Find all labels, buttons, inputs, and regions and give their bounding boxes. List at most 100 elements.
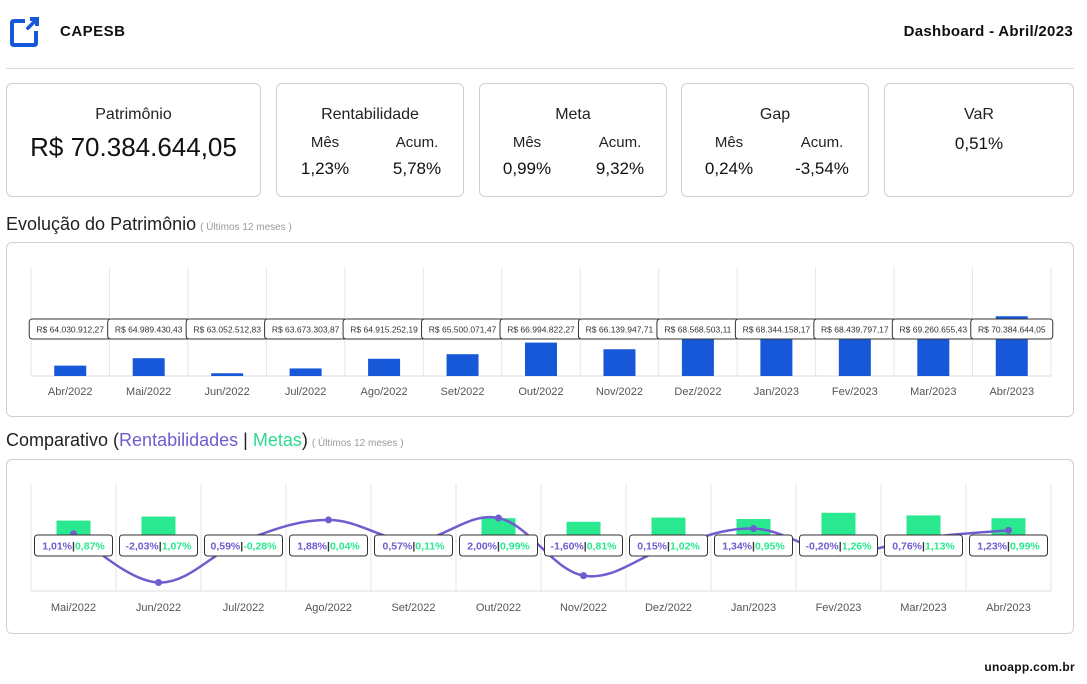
bar-patrimonio[interactable]: [446, 354, 479, 376]
point-rentabilidade[interactable]: [1005, 526, 1012, 534]
bar-patrimonio[interactable]: [525, 342, 557, 376]
data-label-text: 1,88%|0,04%: [297, 541, 360, 553]
x-tick-label: Fev/2023: [832, 386, 878, 398]
bar-meta[interactable]: [56, 520, 91, 538]
rentabilidade-title: Rentabilidade: [321, 106, 419, 123]
meta-acum-value: 9,32%: [595, 159, 645, 178]
label-meta: 0,04%: [330, 541, 360, 553]
data-label-comparativo: -0,20%|1,26%: [799, 534, 878, 557]
square-logo-icon[interactable]: [6, 14, 42, 50]
label-rent: -0,20%: [805, 541, 839, 553]
x-tick-label: Ago/2022: [361, 386, 408, 398]
data-label-box: [544, 534, 623, 557]
data-label-text: R$ 66.139.947,71: [586, 325, 654, 335]
var-card: VaR 0,51%: [884, 83, 1074, 197]
gap-mes-value: 0,24%: [704, 159, 754, 178]
data-label-box: [884, 534, 963, 557]
label-meta: 0,95%: [755, 541, 785, 553]
data-label-patrimonio: R$ 70.384.644,05: [970, 318, 1054, 340]
label-sep: |: [667, 541, 670, 553]
label-meta: -0,28%: [243, 541, 277, 553]
data-label-patrimonio: R$ 66.139.947,71: [577, 318, 661, 340]
data-label-box: [374, 534, 453, 557]
point-rentabilidade[interactable]: [155, 578, 162, 586]
data-label-text: R$ 68.344.158,17: [743, 325, 811, 335]
label-rent: 1,23%: [977, 541, 1007, 553]
data-label-box: [459, 534, 538, 557]
x-tick-label: Mar/2023: [910, 386, 956, 398]
x-tick-label: Ago/2022: [305, 602, 352, 614]
bar-patrimonio[interactable]: [368, 358, 401, 376]
label-meta: 1,26%: [842, 541, 872, 553]
label-rent: 1,88%: [297, 541, 327, 553]
point-rentabilidade[interactable]: [750, 525, 757, 533]
footer-domain: unoapp.com.br: [984, 660, 1075, 674]
bar-patrimonio[interactable]: [132, 358, 165, 376]
data-label-comparativo: 0,76%|1,13%: [884, 534, 963, 557]
x-tick-label: Jul/2022: [285, 386, 327, 398]
rentabilidade-acum: Acum. 5,78%: [377, 134, 457, 179]
label-sep: |: [1007, 541, 1010, 553]
bar-meta[interactable]: [566, 521, 601, 538]
x-tick-label: Out/2022: [476, 602, 521, 614]
point-rentabilidade[interactable]: [495, 514, 502, 522]
data-label-text: R$ 65.500.071,47: [429, 325, 497, 335]
x-tick-label: Fev/2023: [816, 602, 862, 614]
x-tick-label: Abr/2023: [986, 602, 1031, 614]
bar-meta[interactable]: [821, 512, 856, 538]
bar-patrimonio[interactable]: [54, 365, 87, 376]
data-label-patrimonio: R$ 64.030.912,27: [28, 318, 112, 340]
data-label-patrimonio: R$ 68.344.158,17: [734, 318, 818, 340]
bar-meta[interactable]: [141, 516, 176, 538]
var-title: VaR: [964, 106, 994, 123]
x-tick-label: Jun/2022: [205, 386, 250, 398]
data-label-patrimonio: R$ 66.994.822,27: [499, 318, 583, 340]
label-meta: 0,11%: [415, 541, 445, 553]
bar-patrimonio[interactable]: [289, 368, 322, 376]
meta-mes: Mês 0,99%: [487, 134, 567, 179]
data-label-patrimonio: R$ 69.260.655,43: [891, 318, 975, 340]
x-tick-label: Mai/2022: [126, 386, 171, 398]
rentabilidade-mes: Mês 1,23%: [285, 134, 365, 179]
label-meta: 0,99%: [1010, 541, 1040, 553]
point-rentabilidade[interactable]: [325, 516, 332, 524]
x-tick-label: Mai/2022: [51, 602, 96, 614]
label-rent: 1,01%: [42, 541, 72, 553]
data-label-text: 1,23%|0,99%: [977, 541, 1040, 553]
bar-meta[interactable]: [906, 515, 941, 538]
data-label-text: -2,03%|1,07%: [125, 541, 192, 553]
data-label-comparativo: 2,00%|0,99%: [459, 534, 538, 557]
comparativo-title: Comparativo (: [6, 430, 120, 450]
x-tick-label: Nov/2022: [596, 386, 643, 398]
data-label-text: R$ 70.384.644,05: [978, 325, 1046, 335]
rentabilidade-mes-value: 1,23%: [300, 159, 350, 178]
data-label-box: [629, 534, 708, 557]
x-tick-label: Nov/2022: [560, 602, 607, 614]
data-label-text: 0,59%|-0,28%: [210, 541, 277, 553]
bar-meta[interactable]: [651, 517, 686, 538]
label-sep: |: [839, 541, 842, 553]
bar-patrimonio[interactable]: [211, 373, 244, 376]
bar-patrimonio[interactable]: [603, 349, 636, 376]
data-label-comparativo: 1,88%|0,04%: [289, 534, 368, 557]
x-tick-label: Dez/2022: [674, 386, 721, 398]
data-label-box: [799, 534, 878, 557]
label-meta: 1,07%: [162, 541, 192, 553]
rentabilidade-card: Rentabilidade Mês 1,23% Acum. 5,78%: [276, 83, 464, 197]
dashboard-title: Dashboard - Abril/2023: [903, 23, 1073, 40]
x-tick-label: Set/2022: [441, 386, 485, 398]
x-tick-label: Abr/2022: [48, 386, 93, 398]
data-label-box: [119, 534, 198, 557]
rentabilidade-acum-value: 5,78%: [392, 159, 442, 178]
header: CAPESB Dashboard - Abril/2023: [0, 0, 1087, 70]
data-label-comparativo: -1,60%|0,81%: [544, 534, 623, 557]
bar-meta[interactable]: [481, 518, 516, 538]
point-rentabilidade[interactable]: [580, 572, 587, 580]
evolucao-chart: R$ 64.030.912,27 Abr/2022 R$ 64.989.430,43…: [6, 242, 1074, 417]
data-label-text: -1,60%|0,81%: [550, 541, 617, 553]
label-sep: |: [584, 541, 587, 553]
label-sep: |: [240, 541, 243, 553]
data-label-text: R$ 68.439.797,17: [821, 325, 889, 335]
data-label-text: -0,20%|1,26%: [805, 541, 872, 553]
data-label-comparativo: 0,57%|0,11%: [374, 534, 453, 557]
